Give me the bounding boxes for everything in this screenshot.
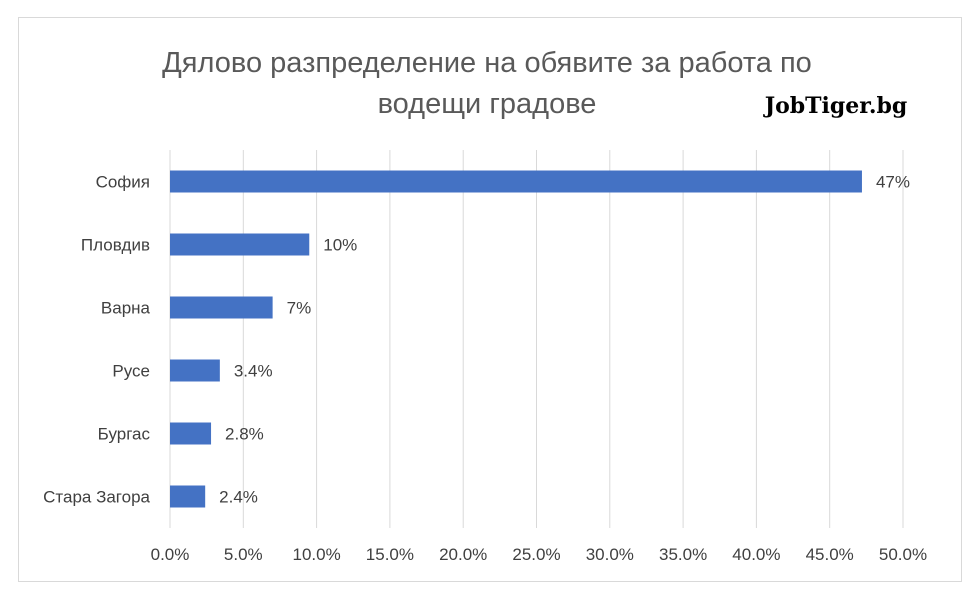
x-tick-label: 20.0%	[439, 545, 487, 564]
chart-title-line-1: Дялово разпределение на обявите за работ…	[162, 47, 812, 79]
bar	[170, 359, 220, 382]
category-label: София	[96, 173, 150, 192]
category-label: Стара Загора	[43, 488, 150, 507]
x-tick-label: 50.0%	[879, 545, 927, 564]
bar	[170, 422, 212, 445]
x-tick-label: 0.0%	[151, 545, 190, 564]
category-label: Пловдив	[81, 236, 150, 255]
bar	[170, 170, 862, 193]
chart-title-line-2: водещи градове	[378, 88, 597, 120]
data-label: 10%	[323, 236, 357, 255]
x-tick-label: 25.0%	[512, 545, 560, 564]
data-label: 2.8%	[225, 425, 264, 444]
x-tick-label: 45.0%	[806, 545, 854, 564]
bar	[170, 296, 273, 319]
x-tick-label: 30.0%	[586, 545, 634, 564]
bar	[170, 233, 310, 256]
category-label: Варна	[101, 299, 151, 318]
data-label: 2.4%	[219, 488, 258, 507]
x-tick-label: 5.0%	[224, 545, 263, 564]
category-label: Бургас	[98, 425, 151, 444]
x-tick-label: 10.0%	[292, 545, 340, 564]
data-label: 3.4%	[234, 362, 273, 381]
data-label: 47%	[876, 173, 910, 192]
category-label: Русе	[112, 362, 150, 381]
bar	[170, 485, 206, 508]
data-label: 7%	[287, 299, 312, 318]
x-tick-label: 40.0%	[732, 545, 780, 564]
x-tick-label: 35.0%	[659, 545, 707, 564]
brand-logo: JobTiger.bg	[763, 93, 908, 119]
x-tick-label: 15.0%	[366, 545, 414, 564]
